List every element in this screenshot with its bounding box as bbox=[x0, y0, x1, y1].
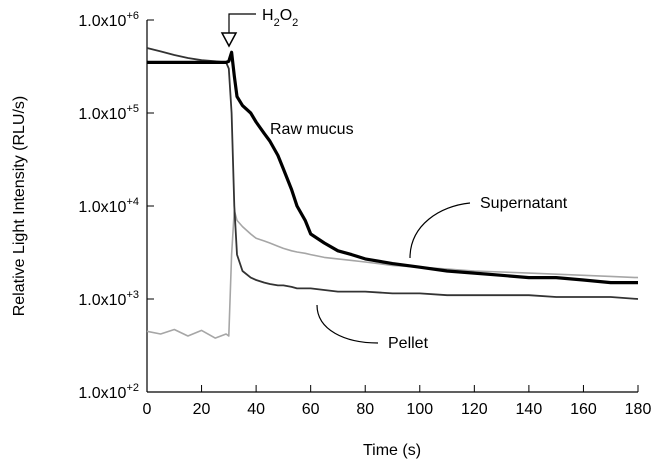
label-connector bbox=[409, 202, 471, 259]
x-tick-label: 160 bbox=[570, 401, 597, 418]
series-line bbox=[147, 50, 638, 285]
y-tick-label: 1.0x10+4 bbox=[78, 196, 139, 216]
x-tick-label: 60 bbox=[302, 401, 320, 418]
y-tick-label: 1.0x10+3 bbox=[78, 289, 139, 309]
x-tick-label: 80 bbox=[356, 401, 374, 418]
x-tick-label: 20 bbox=[193, 401, 211, 418]
series-label: Raw mucus bbox=[270, 121, 354, 138]
y-tick-label: 1.0x10+5 bbox=[78, 103, 139, 123]
y-tick-label: 1.0x10+6 bbox=[78, 10, 139, 30]
x-tick-label: 40 bbox=[247, 401, 265, 418]
series-line bbox=[146, 209, 639, 339]
series-line bbox=[146, 47, 639, 300]
series-label: Pellet bbox=[388, 335, 429, 352]
x-axis-label: Time (s) bbox=[363, 442, 421, 459]
x-tick-label: 120 bbox=[461, 401, 488, 418]
y-axis-label: Relative Light Intensity (RLU/s) bbox=[11, 96, 28, 317]
y-tick-label: 1.0x10+2 bbox=[78, 382, 139, 402]
x-tick-label: 140 bbox=[516, 401, 543, 418]
x-tick-label: 100 bbox=[406, 401, 433, 418]
annotation-bracket bbox=[228, 13, 256, 33]
x-tick-label: 0 bbox=[143, 401, 152, 418]
label-connector bbox=[316, 304, 379, 344]
annotation: H2O2 bbox=[262, 7, 298, 29]
injection-marker bbox=[220, 32, 238, 48]
series-label: Supernatant bbox=[480, 195, 568, 212]
x-tick-label: 180 bbox=[625, 401, 652, 418]
